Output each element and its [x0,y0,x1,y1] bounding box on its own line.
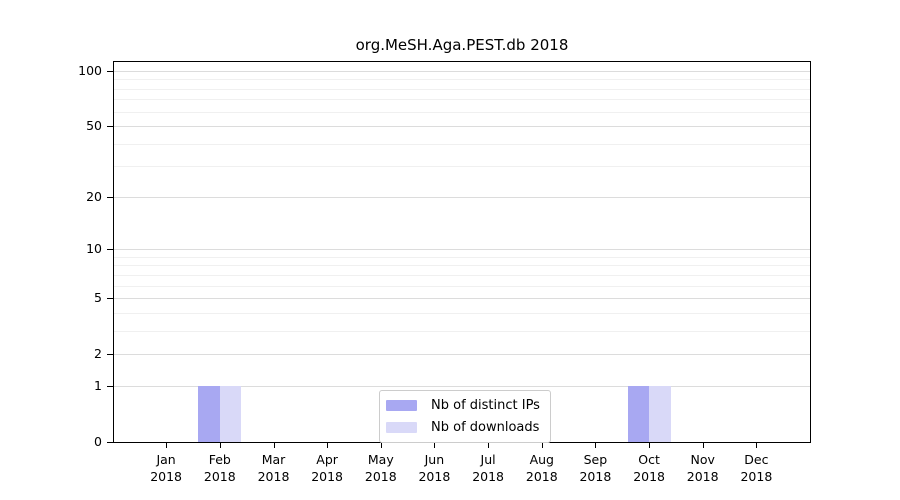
x-tick-month: Jan [156,452,176,467]
y-tick-label: 0 [94,434,102,449]
x-tick-label-sep: Sep 2018 [563,451,627,485]
gridline-major [114,71,810,72]
legend: Nb of distinct IPs Nb of downloads [379,390,551,443]
x-tick [702,443,704,448]
gridline-minor [114,256,810,258]
gridline-minor [114,285,810,287]
y-tick-label: 10 [86,241,102,257]
x-tick [219,443,221,448]
x-tick-label-jun: Jun 2018 [402,451,466,485]
legend-swatch [386,400,417,411]
x-tick-year: 2018 [633,469,665,484]
bar-nb-of-downloads-feb [219,386,242,442]
gridline-major [114,197,810,199]
x-tick-month: Dec [744,452,769,467]
x-tick [380,443,382,448]
y-tick-label: 20 [86,189,102,205]
x-tick-year: 2018 [418,469,451,484]
gridline-minor [114,312,810,314]
legend-label: Nb of downloads [431,420,540,435]
gridline-major [114,386,810,388]
gridline-minor [114,330,810,332]
gridline-minor [114,274,810,276]
x-tick-year: 2018 [257,469,290,484]
y-tick-label: 2 [94,345,102,361]
gridline-minor [114,265,810,267]
x-tick-month: Feb [208,452,231,467]
x-tick [649,443,651,448]
y-tick-label: 5 [94,290,102,305]
legend-label: Nb of distinct IPs [431,398,540,413]
x-tick-month: Oct [638,452,660,467]
x-tick-month: Apr [316,452,338,467]
y-tick [107,197,113,199]
y-tick [107,442,113,443]
x-tick [166,443,168,448]
x-tick-month: May [367,452,394,467]
bar-nb-of-distinct-ips-feb [198,386,220,442]
x-tick-label-feb: Feb 2018 [188,451,252,485]
x-tick-month: Nov [690,452,715,467]
y-tick [107,125,113,127]
y-tick [107,298,113,299]
legend-row: Nb of distinct IPs [386,398,540,413]
x-tick-year: 2018 [740,469,773,484]
y-tick [107,249,113,251]
x-tick-year: 2018 [525,469,558,484]
plot-area: Nb of distinct IPs Nb of downloads [113,61,811,443]
x-tick [756,443,758,448]
x-tick [273,443,275,448]
x-tick-year: 2018 [203,469,236,484]
x-tick-label-may: May 2018 [349,451,413,485]
x-tick [541,443,543,448]
gridline-minor [114,166,810,167]
x-tick-year: 2018 [579,469,612,484]
bar-nb-of-distinct-ips-oct [627,386,650,442]
x-tick-year: 2018 [311,469,343,484]
gridline-major [114,249,810,251]
x-tick [327,443,329,448]
y-tick-label: 1 [94,378,102,394]
x-tick-month: Mar [261,452,286,467]
gridline-minor [114,111,810,113]
x-tick-year: 2018 [364,469,397,484]
gridline-minor [114,88,810,90]
x-tick-year: 2018 [472,469,504,484]
x-tick-month: Jul [480,452,496,467]
x-tick-label-jan: Jan 2018 [134,451,198,485]
gridline-major [114,298,810,299]
bar-nb-of-downloads-oct [649,386,671,442]
y-tick [107,353,113,355]
chart-title: org.MeSH.Aga.PEST.db 2018 [355,36,569,54]
gridline-major [114,125,810,127]
y-tick-label: 50 [86,117,102,133]
legend-swatch [386,422,417,433]
gridline-minor [114,99,810,101]
x-tick-month: Aug [529,452,554,467]
x-tick-label-apr: Apr 2018 [295,451,359,485]
gridline-minor [114,79,810,81]
x-tick-month: Jun [424,452,445,467]
y-tick [107,71,113,72]
x-tick-month: Sep [583,452,608,467]
x-tick-year: 2018 [686,469,719,484]
x-tick [488,443,490,448]
x-tick [595,443,597,448]
y-tick-label: 100 [78,63,102,78]
x-tick-label-jul: Jul 2018 [456,451,520,485]
x-tick-label-nov: Nov 2018 [671,451,735,485]
gridline-minor [114,143,810,145]
y-tick [107,386,113,388]
x-tick-label-oct: Oct 2018 [617,451,681,485]
x-tick-label-aug: Aug 2018 [510,451,574,485]
x-tick-year: 2018 [150,469,182,484]
x-tick-label-dec: Dec 2018 [724,451,788,485]
legend-row: Nb of downloads [386,420,540,435]
gridline-major [114,353,810,355]
x-tick-label-mar: Mar 2018 [242,451,306,485]
x-tick [434,443,436,448]
